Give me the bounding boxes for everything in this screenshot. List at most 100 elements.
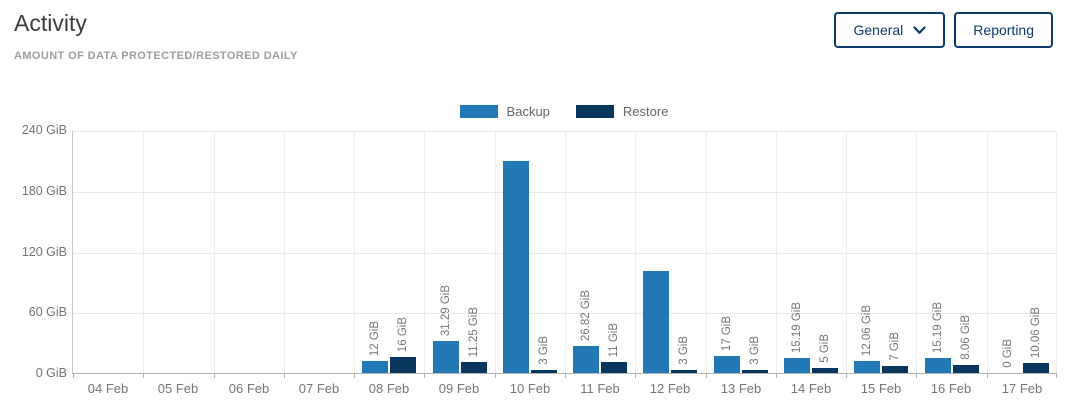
toolbar: General Reporting [834,12,1053,48]
x-axis-tick [565,373,566,378]
bar-restore-09-feb[interactable] [461,362,487,373]
x-axis-tick [284,373,285,378]
y-axis-label: 120 GiB [21,245,67,259]
bar-value-label: 8.06 GiB [960,315,972,360]
x-axis-tick [143,373,144,378]
x-axis-label: 17 Feb [1001,381,1043,396]
x-axis-label: 13 Feb [720,381,762,396]
x-axis-tick [987,373,988,378]
x-gridline [214,131,215,373]
bar-value-label: 12.06 GiB [861,304,873,356]
plot-area: 0 GiB 60 GiB 120 GiB 180 GiB 240 GiB 04 Feb 05… [22,123,1057,396]
bar-value-label: 12 GiB [369,320,381,356]
bar-restore-14-feb[interactable] [812,368,838,373]
bar-value-label: 0 GiB [1002,339,1014,368]
x-axis-tick [214,373,215,378]
bar-restore-10-feb[interactable] [531,370,557,373]
x-gridline [565,131,566,373]
bar-value-label: 7 GiB [889,332,901,361]
bar-value-label: 3 GiB [538,336,550,365]
bar-value-label: 3 GiB [678,336,690,365]
bar-restore-13-feb[interactable] [742,370,768,373]
x-axis-label: 04 Feb [87,381,129,396]
bar-restore-15-feb[interactable] [882,366,908,373]
y-gridline [73,253,1056,254]
x-axis-tick [916,373,917,378]
legend-label-restore: Restore [622,104,669,119]
x-axis-label: 05 Feb [157,381,199,396]
bar-backup-11-feb[interactable] [573,346,599,373]
y-gridline [73,192,1056,193]
bar-value-label: 26.82 GiB [580,289,592,341]
x-axis-label: 12 Feb [649,381,691,396]
backup-color-swatch [459,105,498,118]
x-gridline [706,131,707,373]
bar-restore-16-feb[interactable] [953,365,979,373]
x-axis-label: 06 Feb [228,381,270,396]
bar-backup-10-feb[interactable] [503,161,529,373]
x-axis-tick [354,373,355,378]
bar-backup-09-feb[interactable] [433,341,459,373]
x-gridline [495,131,496,373]
x-gridline [424,131,425,373]
reporting-button[interactable]: Reporting [954,12,1053,48]
bar-backup-08-feb[interactable] [362,361,388,373]
bar-value-label: 3 GiB [749,336,761,365]
chevron-down-icon [913,25,926,35]
y-gridline [73,313,1056,314]
x-axis-label: 09 Feb [438,381,480,396]
x-axis-label: 07 Feb [298,381,340,396]
x-axis-label: 10 Feb [509,381,551,396]
bar-value-label: 17 GiB [721,315,733,351]
y-axis-label: 180 GiB [21,184,67,198]
reporting-button-label: Reporting [973,22,1034,38]
x-axis-tick [424,373,425,378]
x-axis-tick [495,373,496,378]
bar-backup-15-feb[interactable] [854,361,880,373]
general-dropdown-button[interactable]: General [834,12,946,48]
restore-color-swatch [575,105,614,118]
x-axis-label: 15 Feb [860,381,902,396]
x-gridline [284,131,285,373]
general-dropdown-label: General [853,22,904,38]
bar-value-label: 11 GiB [608,322,620,357]
y-gridline [73,131,1056,132]
x-gridline [916,131,917,373]
legend-item-backup[interactable]: Backup [459,104,550,119]
x-axis-tick [846,373,847,378]
bar-backup-14-feb[interactable] [784,358,810,373]
bar-backup-12-feb[interactable] [643,271,669,373]
x-axis-label: 08 Feb [368,381,410,396]
x-gridline [635,131,636,373]
x-axis-tick [635,373,636,378]
bar-value-label: 10.06 GiB [1030,306,1042,358]
bar-value-label: 11.25 GiB [468,306,480,357]
x-axis-tick [776,373,777,378]
x-gridline [143,131,144,373]
bar-value-label: 15.19 GiB [791,301,803,353]
bar-value-label: 16 GiB [397,316,409,352]
legend-item-restore[interactable]: Restore [575,104,669,119]
y-axis-label: 240 GiB [21,123,67,137]
bar-backup-16-feb[interactable] [925,358,951,373]
chart-legend: Backup Restore [72,104,1056,119]
x-axis-label: 11 Feb [580,381,620,396]
bar-restore-11-feb[interactable] [601,362,627,373]
x-axis-label: 16 Feb [930,381,972,396]
bar-value-label: 31.29 GiB [440,284,452,336]
x-axis-tick [1056,373,1057,378]
page-subtitle: AMOUNT OF DATA PROTECTED/RESTORED DAILY [14,50,298,62]
bar-restore-12-feb[interactable] [671,370,697,373]
bar-restore-08-feb[interactable] [390,357,416,373]
page-title: Activity [14,10,87,36]
bar-restore-17-feb[interactable] [1023,363,1049,373]
x-gridline [846,131,847,373]
legend-label-backup: Backup [506,104,550,119]
bar-value-label: 15.19 GiB [932,301,944,353]
y-axis-label: 60 GiB [28,305,67,319]
x-gridline [1056,131,1057,373]
bar-value-label: 5 GiB [819,334,831,363]
x-axis-label: 14 Feb [790,381,832,396]
bar-backup-13-feb[interactable] [714,356,740,373]
